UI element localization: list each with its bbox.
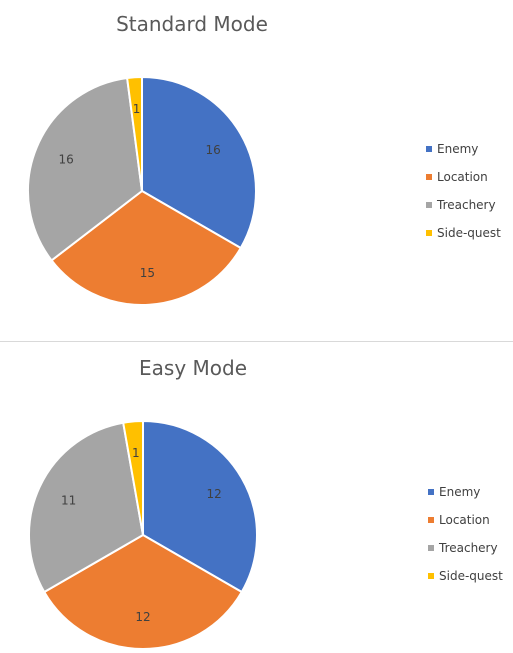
pie-slice-side-quest bbox=[122, 419, 144, 536]
legend-label-location: Location bbox=[437, 170, 488, 184]
chart-title: Easy Mode bbox=[139, 356, 247, 380]
legend-label-enemy: Enemy bbox=[437, 142, 478, 156]
data-label-enemy: 16 bbox=[205, 143, 220, 157]
standard-mode-pie-svg: Standard Mode 16 15 16 1 Enemy Location Treach… bbox=[27, 12, 501, 306]
legend-label-treachery: Treachery bbox=[436, 198, 496, 212]
legend-swatch-enemy bbox=[426, 146, 432, 152]
legend-label-side-quest: Side-quest bbox=[437, 226, 501, 240]
pie-slice-location bbox=[42, 533, 244, 650]
pie-slice-enemy bbox=[142, 419, 258, 594]
legend-swatch-location bbox=[428, 517, 434, 523]
easy-mode-pie-svg: Easy Mode 1212111EnemyLocationTreacheryS… bbox=[28, 356, 503, 650]
legend-label-enemy: Enemy bbox=[439, 485, 480, 499]
data-label-enemy: 12 bbox=[206, 487, 221, 501]
pie-slice-enemy bbox=[141, 75, 257, 250]
legend-swatch-treachery bbox=[428, 545, 434, 551]
easy-mode-chart: Easy Mode 12 12 11 1 Enemy Location Treachery S… bbox=[0, 342, 513, 653]
data-label-location: 15 bbox=[140, 266, 155, 280]
data-label-treachery: 11 bbox=[61, 493, 76, 507]
pie-slice-location bbox=[50, 189, 243, 306]
data-label-location: 12 bbox=[135, 610, 150, 624]
legend-swatch-enemy bbox=[428, 489, 434, 495]
legend-label-location: Location bbox=[439, 513, 490, 527]
data-label-side-quest: 1 bbox=[132, 446, 140, 460]
legend-label-treachery: Treachery bbox=[438, 541, 498, 555]
pie-slice-treachery bbox=[28, 421, 145, 594]
data-label-side-quest: 1 bbox=[133, 102, 141, 116]
legend-swatch-location bbox=[426, 174, 432, 180]
pie-slice-side-quest bbox=[125, 75, 143, 192]
legend-label-side-quest: Side-quest bbox=[439, 569, 503, 583]
legend-swatch-side-quest bbox=[426, 230, 432, 236]
pie-slice-treachery bbox=[27, 76, 144, 262]
chart-title: Standard Mode bbox=[116, 12, 268, 36]
chart-divider bbox=[0, 341, 513, 342]
data-label-treachery: 16 bbox=[59, 153, 74, 167]
standard-mode-chart: Standard Mode 16 15 16 1 Enemy Location Treach… bbox=[27, 12, 501, 306]
legend-swatch-side-quest bbox=[428, 573, 434, 579]
legend-swatch-treachery bbox=[426, 202, 432, 208]
